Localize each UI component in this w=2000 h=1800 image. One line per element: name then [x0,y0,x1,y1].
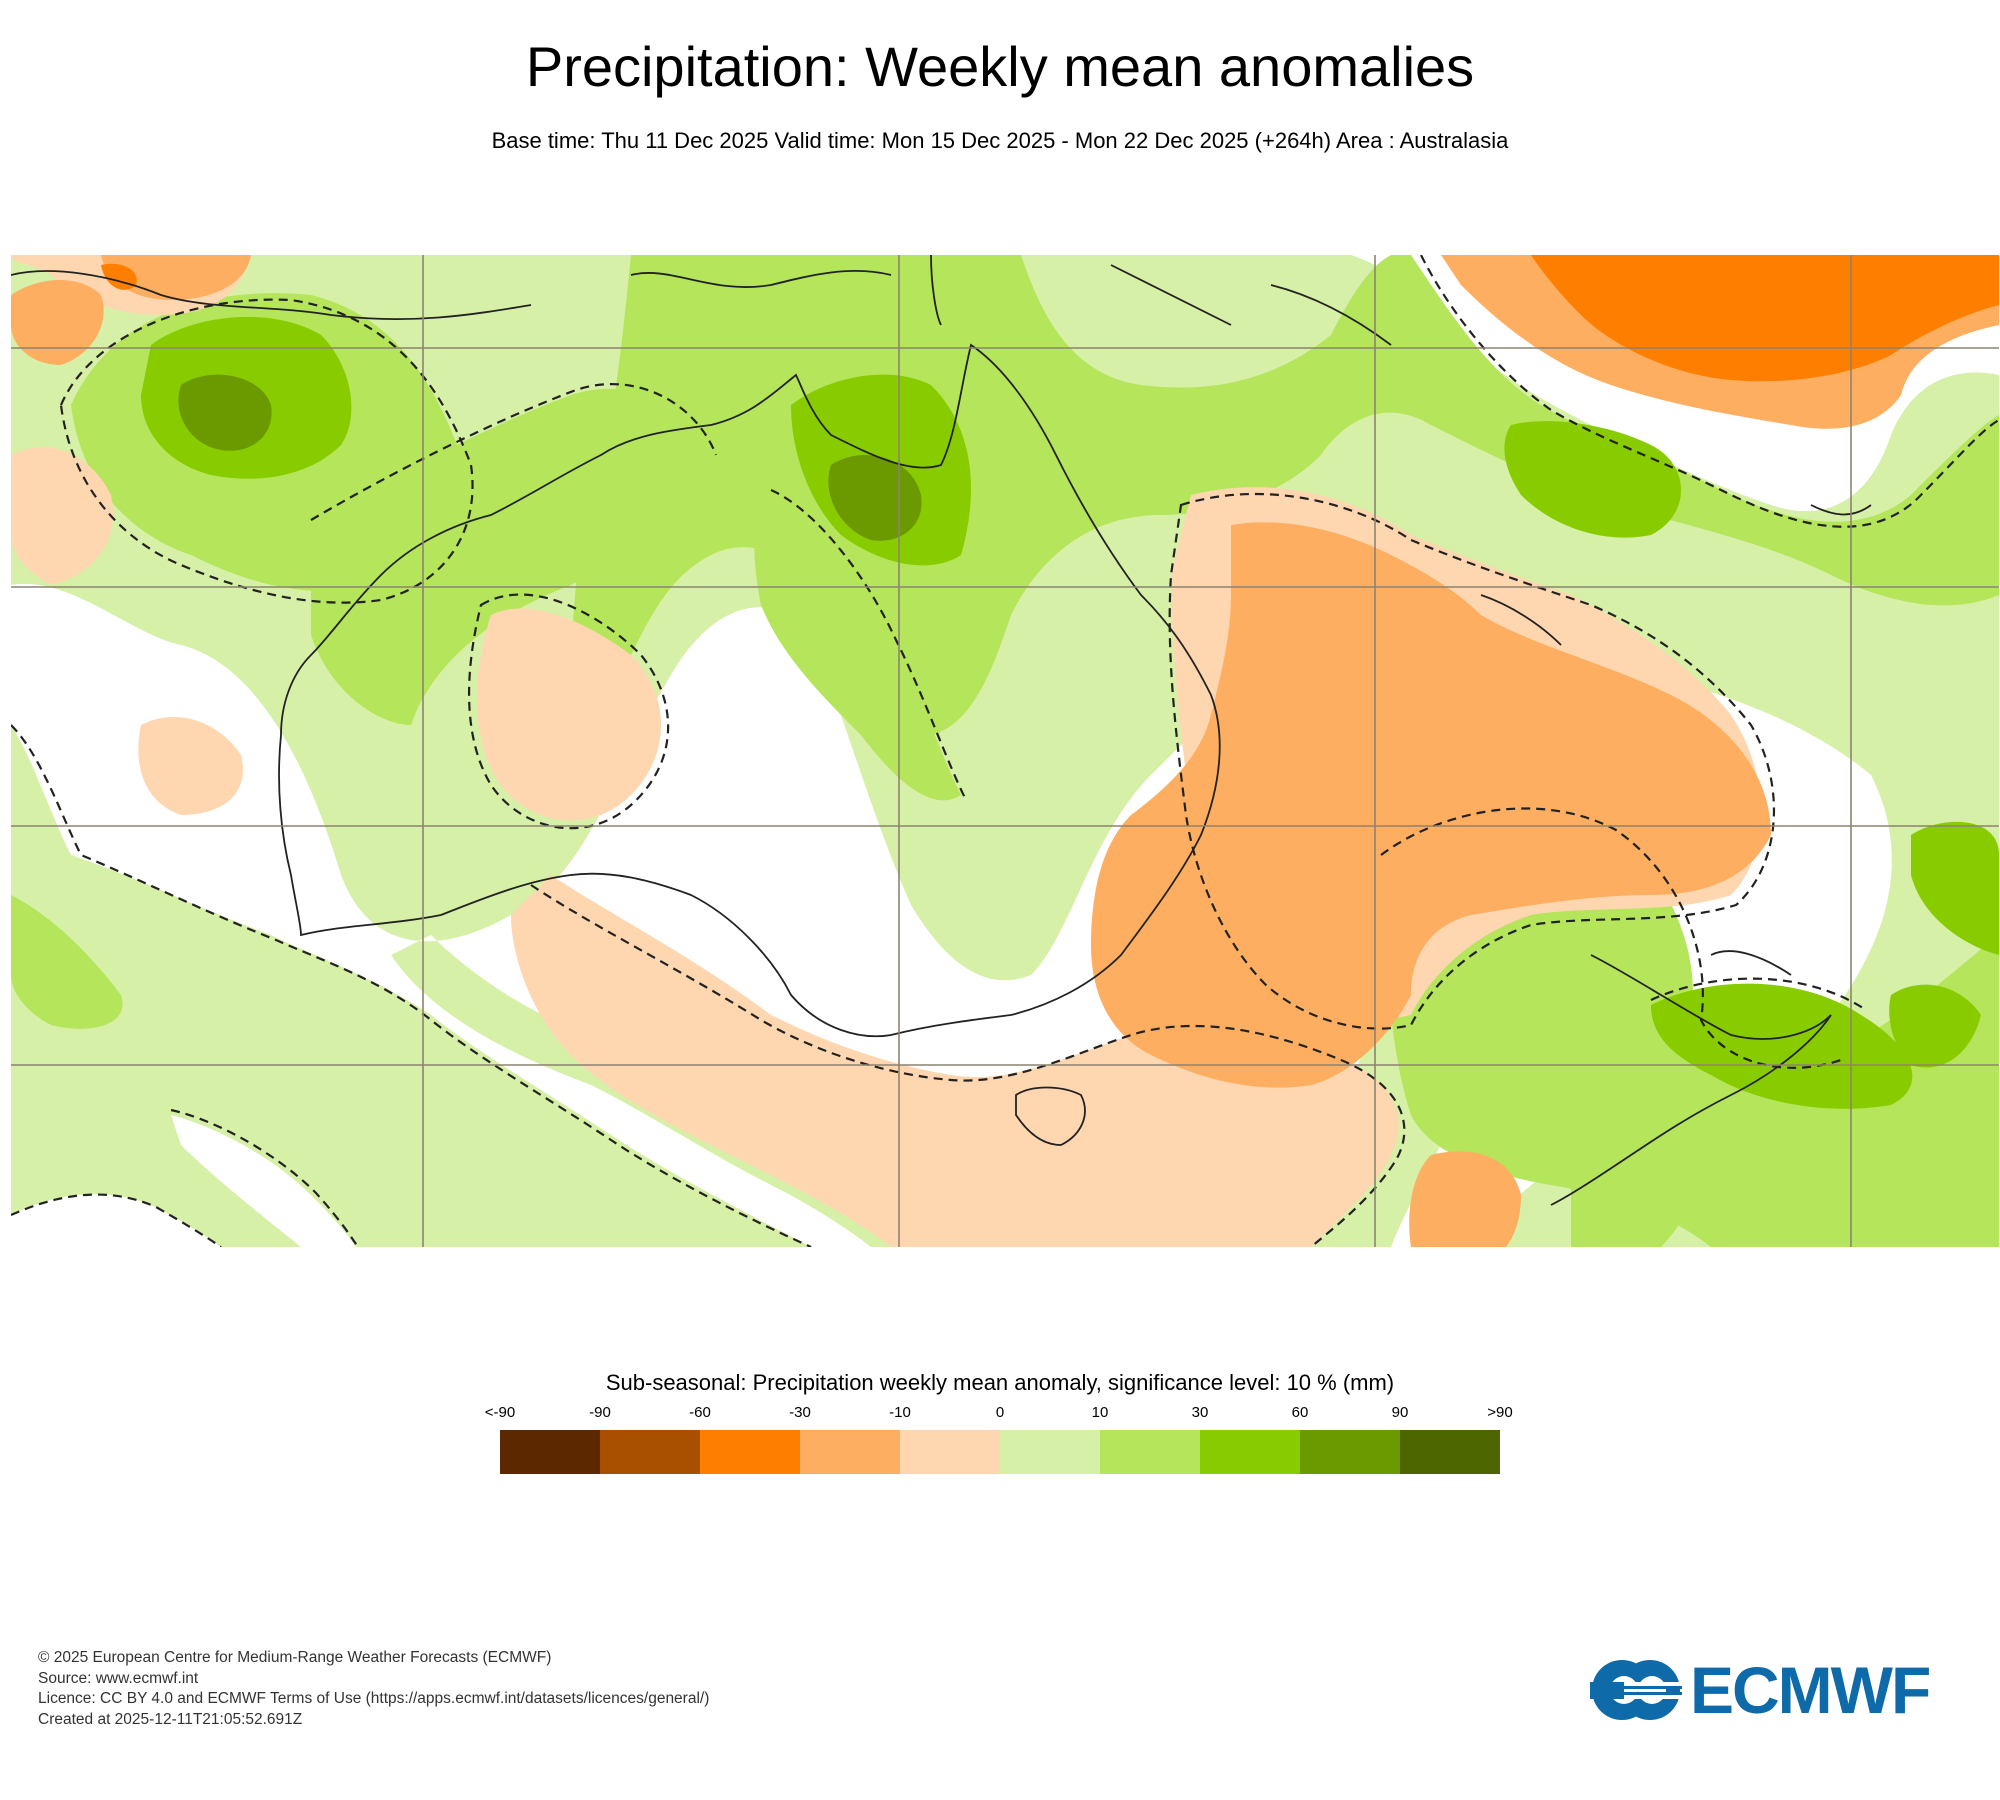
footer-credits: © 2025 European Centre for Medium-Range … [38,1648,709,1730]
legend-tick-label: -30 [789,1404,811,1421]
legend-tick-label: 10 [1091,1404,1109,1421]
legend-swatch [1400,1430,1500,1474]
legend-swatch [900,1430,1000,1474]
legend-tick-label: 90 [1391,1404,1409,1421]
legend-tick-label: 30 [1191,1404,1209,1421]
legend-tick-label: -60 [689,1404,711,1421]
anomaly-map [11,255,1999,1247]
legend-swatch [800,1430,900,1474]
legend-swatch [1000,1430,1100,1474]
legend-swatch [1300,1430,1400,1474]
legend-tick-label: -90 [589,1404,611,1421]
footer-created: Created at 2025-12-11T21:05:52.691Z [38,1710,303,1728]
ecmwf-logo-icon [1590,1660,1682,1720]
ecmwf-logo: ECMWF [1590,1655,1970,1725]
footer-licence: Licence: CC BY 4.0 and ECMWF Terms of Us… [38,1690,710,1707]
significance-contours [11,255,1999,1247]
legend-tick-label: >90 [1487,1404,1513,1421]
legend-swatch [1100,1430,1200,1474]
legend-tick-label: 0 [995,1404,1005,1421]
page-title: Precipitation: Weekly mean anomalies [525,35,1475,98]
latlon-grid [11,255,1999,1247]
page-subtitle: Base time: Thu 11 Dec 2025 Valid time: M… [491,128,1509,153]
footer-source: Source: www.ecmwf.int [38,1669,199,1687]
footer-copyright: © 2025 European Centre for Medium-Range … [38,1649,552,1666]
legend-tick-label: 60 [1291,1404,1309,1421]
legend-title: Sub-seasonal: Precipitation weekly mean … [605,1370,1395,1395]
legend-colorbar [500,1430,1500,1474]
legend-swatch [1200,1430,1300,1474]
legend-tick-label: -10 [889,1404,911,1421]
legend-swatch [700,1430,800,1474]
legend-swatch [600,1430,700,1474]
legend-swatch [500,1430,600,1474]
ecmwf-logo-text: ECMWF [1690,1653,1931,1727]
legend-ticks: <-90 -90 -60 -30 -10 0 10 30 60 90 >90 [0,1404,2000,1426]
coastlines [11,255,1872,1206]
legend-tick-label: <-90 [484,1404,516,1421]
